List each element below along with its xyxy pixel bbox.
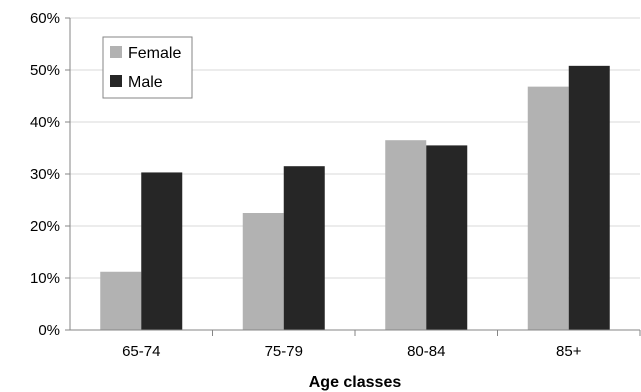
y-tick-label: 0% bbox=[38, 322, 60, 339]
bar-female-75-79 bbox=[242, 213, 284, 330]
legend-label-female: Female bbox=[128, 45, 181, 62]
y-tick-label: 30% bbox=[30, 166, 60, 183]
x-tick-labels: 65-74 75-79 80-84 85+ bbox=[122, 343, 582, 360]
bar-male-80-84 bbox=[426, 145, 468, 330]
bar-female-80-84 bbox=[385, 140, 427, 330]
bar-male-65-74 bbox=[141, 172, 183, 330]
axes bbox=[65, 17, 641, 336]
legend-swatch-female bbox=[110, 46, 122, 58]
y-tick-label: 10% bbox=[30, 270, 60, 287]
x-tick-label: 85+ bbox=[556, 343, 582, 360]
legend-label-male: Male bbox=[128, 74, 163, 91]
y-tick-label: 40% bbox=[30, 114, 60, 131]
legend: Female Male bbox=[102, 36, 193, 99]
x-axis-title: Age classes bbox=[309, 374, 402, 391]
legend-box bbox=[102, 36, 193, 99]
x-tick-label: 75-79 bbox=[265, 343, 303, 360]
bar-female-85+ bbox=[527, 86, 569, 330]
y-tick-label: 50% bbox=[30, 62, 60, 79]
bar-male-75-79 bbox=[283, 166, 325, 330]
bar-female-65-74 bbox=[100, 271, 142, 330]
bars bbox=[100, 65, 610, 330]
y-tick-label: 20% bbox=[30, 218, 60, 235]
x-tick-label: 65-74 bbox=[122, 343, 160, 360]
x-tick-label: 80-84 bbox=[407, 343, 445, 360]
bar-male-85+ bbox=[568, 65, 610, 330]
legend-swatch-male bbox=[110, 75, 122, 87]
y-tick-label: 60% bbox=[30, 10, 60, 27]
y-tick-labels: 0% 10% 20% 30% 40% 50% 60% bbox=[30, 10, 60, 339]
